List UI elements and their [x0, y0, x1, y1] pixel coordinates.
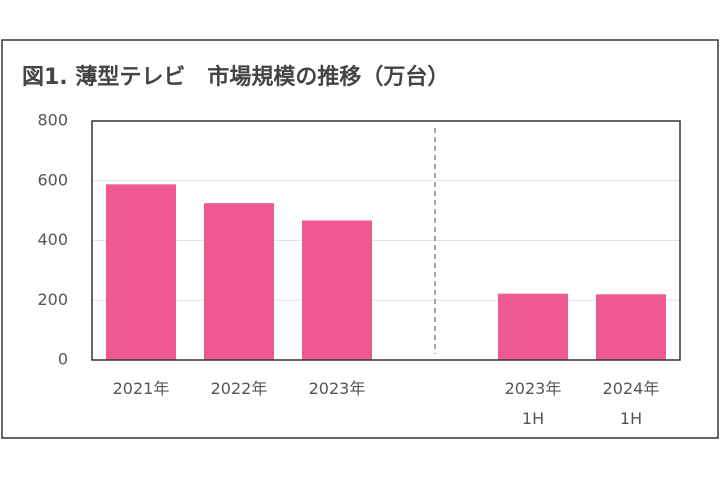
y-tick-label: 0 — [58, 350, 68, 369]
bar — [302, 220, 372, 360]
bar — [204, 203, 274, 360]
x-tick-label-line: 1H — [522, 409, 544, 428]
x-tick-label-line: 2024年 — [603, 379, 660, 398]
y-tick-label: 600 — [37, 170, 68, 189]
bar — [106, 184, 176, 360]
chart-title: 図1. 薄型テレビ 市場規模の推移（万台） — [22, 64, 449, 90]
x-tick-label-line: 2021年 — [113, 379, 170, 398]
x-tick-label: 2023年 1H — [505, 379, 562, 428]
y-tick-label: 400 — [37, 230, 68, 249]
x-tick-label: 2022年 — [211, 379, 268, 398]
plot-border — [91, 120, 681, 361]
x-tick-label: 2024年 1H — [603, 379, 660, 428]
x-tick-label: 2021年 — [113, 379, 170, 398]
y-tick-label: 800 — [37, 111, 68, 130]
x-tick-label-line: 1H — [620, 409, 642, 428]
bar — [596, 294, 666, 360]
y-tick-label: 200 — [37, 290, 68, 309]
bar — [498, 293, 568, 360]
x-tick-label-line: 2022年 — [211, 379, 268, 398]
x-tick-label: 2023年 — [309, 379, 366, 398]
x-tick-label-line: 2023年 — [505, 379, 562, 398]
x-tick-label-line: 2023年 — [309, 379, 366, 398]
